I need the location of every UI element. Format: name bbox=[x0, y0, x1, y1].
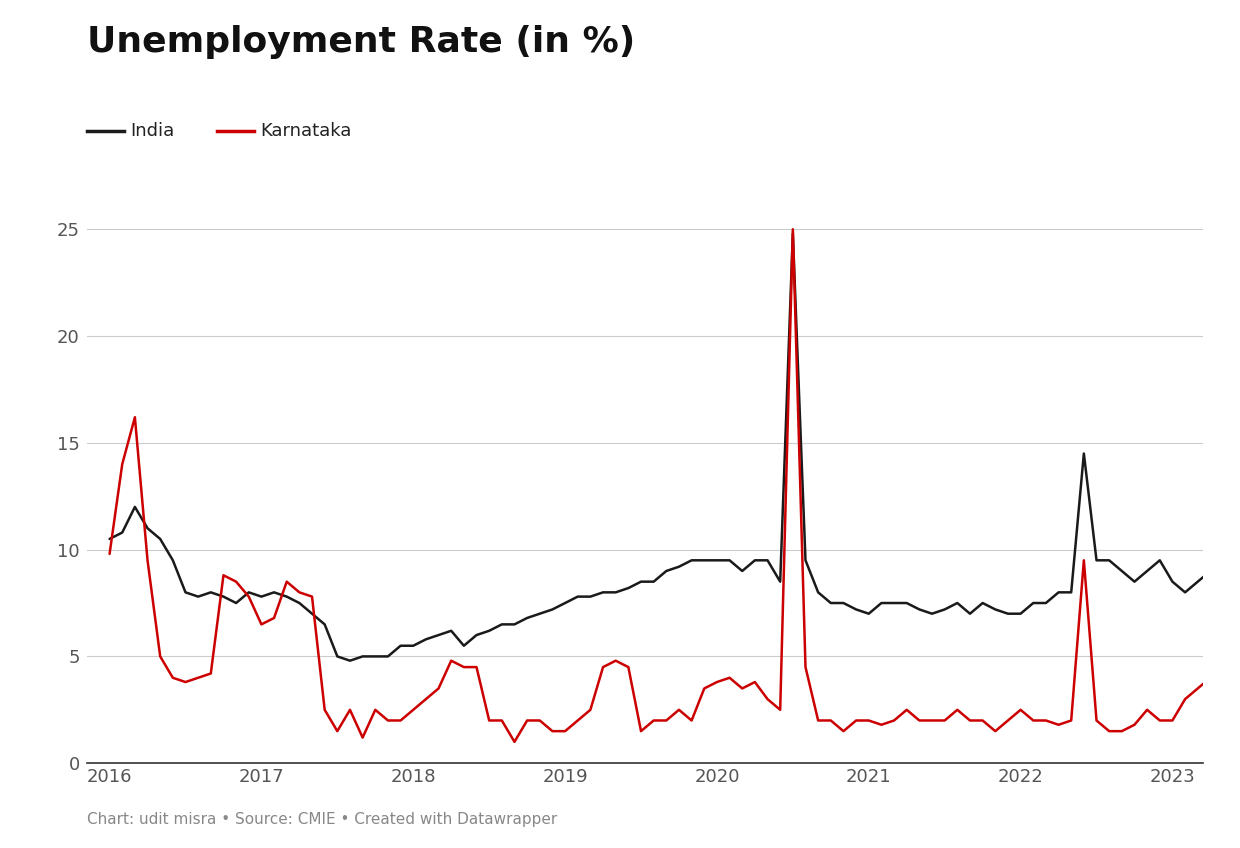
Text: Chart: udit misra • Source: CMIE • Created with Datawrapper: Chart: udit misra • Source: CMIE • Creat… bbox=[87, 812, 557, 827]
Text: Karnataka: Karnataka bbox=[260, 122, 352, 141]
Text: Unemployment Rate (in %): Unemployment Rate (in %) bbox=[87, 25, 635, 59]
Text: India: India bbox=[130, 122, 175, 141]
